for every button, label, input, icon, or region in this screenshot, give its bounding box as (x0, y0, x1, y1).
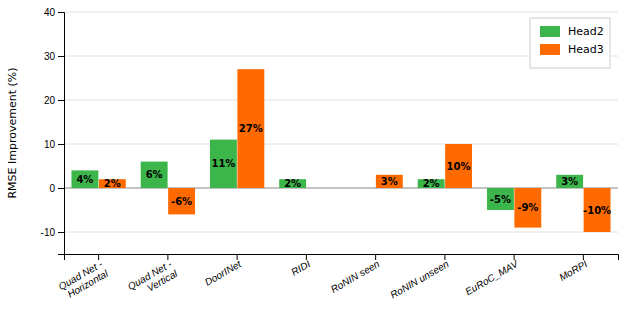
bar (348, 188, 375, 189)
bar (237, 69, 264, 188)
data-label: -10% (583, 205, 611, 216)
y-tick: 0 (49, 183, 64, 194)
data-label: 27% (239, 123, 263, 134)
legend-swatch (540, 26, 560, 37)
x-tick: RoNIN seen (329, 254, 382, 295)
x-axis: Quad Net -Horizontal Quad Net -Vertical Do… (57, 254, 619, 302)
data-label: -5% (490, 194, 511, 205)
data-label: 3% (381, 176, 398, 187)
bar (445, 144, 472, 188)
x-tick: EuRoC_MAV (463, 254, 521, 297)
tick-label: DoorINet (203, 258, 244, 288)
bar (141, 162, 168, 188)
data-label: 3% (561, 176, 578, 187)
axis-line (65, 255, 619, 261)
data-label: 4% (76, 174, 93, 185)
bars (71, 69, 610, 232)
legend: Head2 Head3 (530, 18, 610, 68)
tick-label: RIDI (289, 258, 312, 278)
grid-line (64, 144, 618, 145)
tick-mark (58, 144, 64, 145)
bar (487, 188, 514, 210)
x-tick: Quad Net -Horizontal (57, 254, 111, 302)
tick-mark (58, 56, 64, 57)
data-label: -6% (171, 196, 192, 207)
bar (210, 140, 237, 188)
tick-mark (58, 12, 64, 13)
x-tick: DoorINet (203, 254, 244, 288)
bar-series (71, 140, 583, 210)
grid-line (64, 100, 618, 101)
legend-label: Head2 (568, 25, 604, 38)
tick-label: 10 (44, 139, 56, 150)
y-tick: 40 (44, 7, 64, 18)
axis-line (58, 13, 65, 255)
data-label: 6% (146, 169, 163, 180)
data-label: 11% (211, 158, 235, 169)
tick-label: 20 (44, 95, 56, 106)
bar (556, 175, 583, 188)
y-tick: 10 (44, 139, 64, 150)
bar (168, 188, 195, 214)
tick-label: 40 (44, 7, 56, 18)
grid-line (64, 12, 618, 13)
legend-label: Head3 (568, 43, 604, 56)
tick-label: 0 (49, 183, 55, 194)
data-label: 2% (284, 178, 301, 189)
tick-label: MoRPI (557, 258, 589, 283)
tick-mark (58, 232, 64, 233)
tick-label: -10 (41, 227, 56, 238)
x-tick: MoRPI (557, 254, 589, 283)
bar (584, 188, 611, 232)
legend-item: Head2 (540, 25, 604, 38)
data-label: 2% (104, 178, 121, 189)
legend-swatch (540, 44, 560, 55)
y-tick: 30 (44, 51, 64, 62)
bar (376, 175, 403, 188)
data-label: 10% (447, 161, 471, 172)
legend-item: Head3 (540, 43, 604, 56)
data-label: 2% (423, 178, 440, 189)
data-label: -9% (517, 202, 538, 213)
tick-label: Quad Net -Horizontal (57, 258, 111, 302)
bar-series (99, 69, 611, 232)
tick-mark (58, 188, 64, 189)
tick-label: 30 (44, 51, 56, 62)
y-tick: -10 (41, 227, 64, 238)
legend-box (530, 18, 610, 68)
grid-line (64, 232, 618, 233)
plot: -10010203040Quad Net -HorizontalQuad Net… (41, 7, 619, 302)
y-axis: -10 0 10 20 30 40 (41, 7, 65, 255)
grid (64, 12, 618, 232)
bar (71, 170, 98, 188)
tick-label: RoNIN seen (329, 258, 382, 295)
x-tick: RoNIN unseen (388, 254, 451, 301)
tick-label: Quad Net -Vertical (126, 258, 180, 302)
x-tick: Quad Net -Vertical (126, 254, 180, 302)
bar (307, 188, 334, 189)
tick-mark (58, 100, 64, 101)
y-tick: 20 (44, 95, 64, 106)
data-labels: 4% 6% 11% 2% 2% -5% 3% 2% -6% 27% 3% 10% -9% -10% (76, 123, 611, 215)
chart: -10010203040Quad Net -HorizontalQuad Net… (0, 0, 630, 334)
tick-label: EuRoC_MAV (463, 258, 521, 298)
y-axis-label: RMSE Improvement (%) (6, 67, 19, 198)
tick-label: RoNIN unseen (388, 258, 451, 301)
x-tick: RIDI (289, 254, 312, 278)
bar (514, 188, 541, 228)
